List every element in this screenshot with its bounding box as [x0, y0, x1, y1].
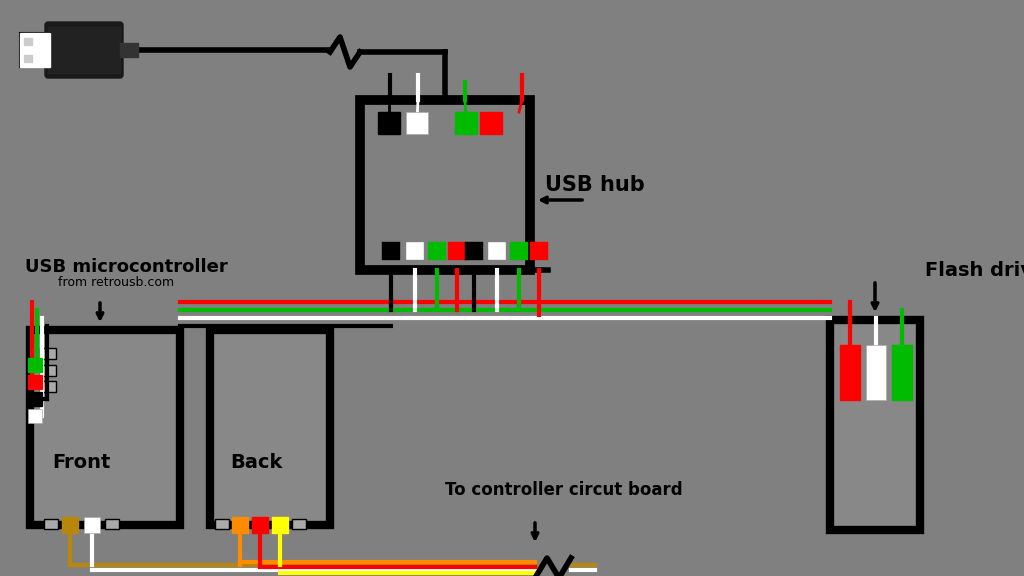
- Bar: [449, 242, 466, 260]
- Bar: [428, 242, 446, 260]
- Bar: [292, 519, 306, 529]
- Text: Back: Back: [230, 453, 283, 472]
- Bar: [510, 242, 528, 260]
- Bar: [105, 519, 119, 529]
- Text: Flash drive: Flash drive: [925, 260, 1024, 279]
- Bar: [28, 392, 42, 406]
- Bar: [20, 33, 50, 67]
- Bar: [40, 365, 56, 376]
- Bar: [465, 242, 483, 260]
- Bar: [232, 517, 248, 533]
- Bar: [24, 38, 32, 45]
- FancyBboxPatch shape: [45, 22, 123, 78]
- Bar: [28, 358, 42, 372]
- Bar: [24, 55, 32, 62]
- Bar: [488, 242, 506, 260]
- Bar: [252, 517, 268, 533]
- Bar: [210, 330, 330, 525]
- Bar: [892, 345, 912, 400]
- Text: To controller circut board: To controller circut board: [445, 481, 683, 499]
- Bar: [382, 242, 400, 260]
- Bar: [406, 112, 428, 134]
- Text: from retrousb.com: from retrousb.com: [58, 276, 174, 289]
- Bar: [28, 409, 42, 423]
- Bar: [44, 519, 58, 529]
- Bar: [378, 112, 400, 134]
- Bar: [215, 519, 229, 529]
- Text: Front: Front: [52, 453, 111, 472]
- Text: USB microcontroller: USB microcontroller: [25, 258, 227, 276]
- Bar: [530, 242, 548, 260]
- Bar: [28, 375, 42, 389]
- Bar: [480, 112, 502, 134]
- Bar: [830, 320, 920, 530]
- Bar: [62, 517, 78, 533]
- Bar: [20, 33, 50, 67]
- Bar: [272, 517, 288, 533]
- Bar: [360, 100, 530, 270]
- Bar: [48, 27, 120, 73]
- Bar: [840, 345, 860, 400]
- Bar: [455, 112, 477, 134]
- Bar: [84, 517, 100, 533]
- Bar: [40, 381, 56, 392]
- Bar: [120, 43, 138, 57]
- Bar: [406, 242, 424, 260]
- Bar: [866, 345, 886, 400]
- Text: USB hub: USB hub: [545, 175, 645, 195]
- Bar: [40, 348, 56, 359]
- Bar: [30, 330, 180, 525]
